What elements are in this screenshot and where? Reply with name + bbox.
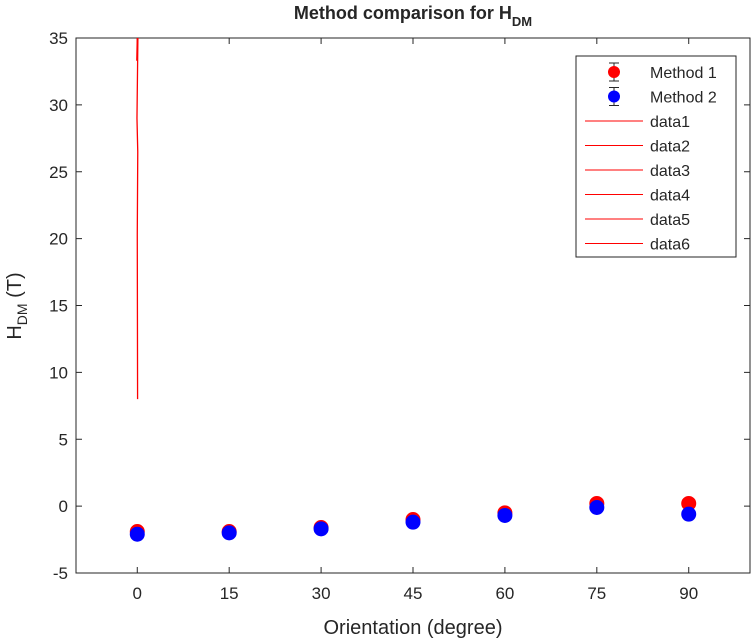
y-axis-ticks: -5 0 5 10 15 20 25 30 35 (49, 29, 750, 583)
y-tick-label: 25 (49, 163, 68, 182)
x-axis-ticks: 0 15 30 45 60 75 90 (133, 38, 698, 603)
legend: Method 1 Method 2 data1 data2 data3 data4 data… (575, 55, 737, 258)
y-axis-label-main: H (4, 325, 26, 339)
legend-box (575, 55, 737, 258)
x-tick-label: 30 (312, 584, 331, 603)
legend-label: data2 (650, 139, 690, 156)
chart-title-main: Method comparison for H (294, 3, 512, 23)
data-point-method-2 (129, 526, 145, 542)
legend-label: data1 (650, 114, 690, 131)
y-tick-label: 35 (49, 29, 68, 48)
y-axis-label-subscript: DM (14, 303, 30, 325)
y-tick-label: 30 (49, 96, 68, 115)
x-tick-label: 0 (133, 584, 142, 603)
legend-label: data4 (650, 188, 690, 205)
legend-entry: data6 (585, 237, 690, 254)
x-tick-label: 75 (587, 584, 606, 603)
x-axis-label: Orientation (degree) (324, 617, 503, 639)
data-point-method-2 (681, 506, 697, 522)
series-line-data1 (136, 37, 139, 400)
legend-marker-icon (608, 90, 620, 103)
legend-entry: Method 2 (608, 87, 717, 107)
chart-title: Method comparison for HDM (294, 3, 532, 29)
data-point-method-2 (313, 521, 329, 537)
legend-label: Method 2 (650, 90, 717, 107)
data-point-method-2 (497, 507, 513, 523)
y-tick-label: 20 (49, 230, 68, 249)
legend-label: data3 (650, 163, 690, 180)
legend-entry: data2 (585, 139, 690, 156)
line-series (136, 37, 139, 400)
x-tick-label: 45 (404, 584, 423, 603)
y-tick-label: 0 (59, 497, 68, 516)
y-tick-label: 10 (49, 363, 68, 382)
x-tick-label: 15 (220, 584, 239, 603)
data-point-method-2 (405, 514, 421, 530)
legend-entry: data5 (585, 212, 690, 229)
marker-series (129, 495, 697, 542)
x-tick-label: 90 (679, 584, 698, 603)
legend-entry: data4 (585, 188, 690, 205)
legend-entry: Method 1 (608, 62, 717, 82)
y-axis-label: HDM (T) (4, 272, 30, 339)
legend-label: Method 1 (650, 65, 717, 82)
data-point-method-2 (221, 525, 237, 541)
legend-entry: data3 (585, 163, 690, 180)
y-axis-label-unit: (T) (4, 272, 26, 303)
legend-label: data5 (650, 212, 690, 229)
x-tick-label: 60 (495, 584, 514, 603)
legend-entry: data1 (585, 114, 690, 131)
data-point-method-2 (589, 499, 605, 515)
y-tick-label: 5 (59, 430, 68, 449)
chart-title-subscript: DM (512, 14, 532, 29)
legend-label: data6 (650, 237, 690, 254)
y-tick-label: 15 (49, 297, 68, 316)
legend-marker-icon (608, 66, 620, 78)
y-tick-label: -5 (53, 564, 68, 583)
